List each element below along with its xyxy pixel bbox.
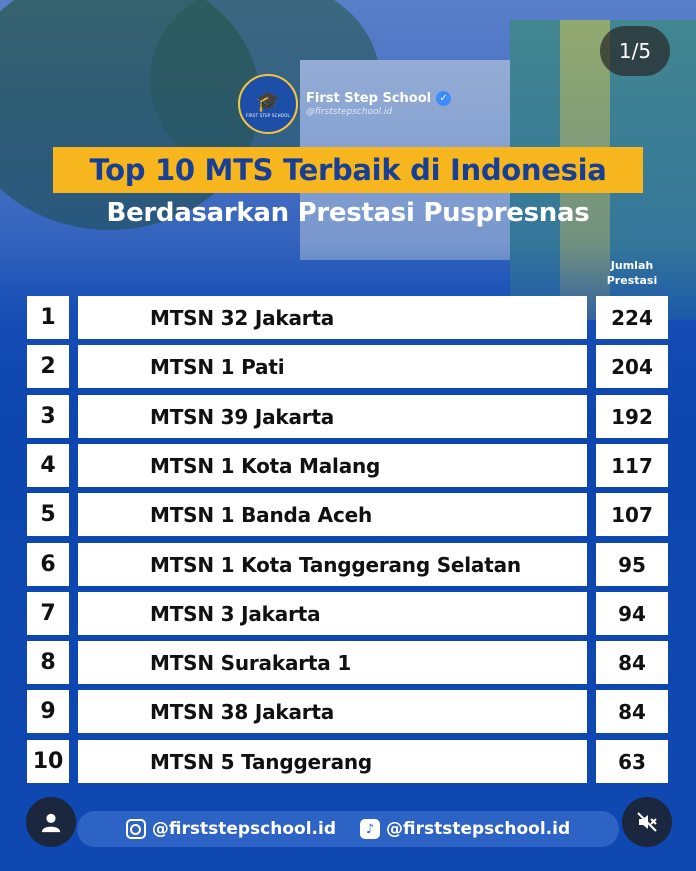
rank-cell: 3 bbox=[27, 395, 69, 438]
school-name: MTSN 5 Tanggerang bbox=[150, 749, 373, 774]
instagram-link[interactable]: @firststepschool.id bbox=[125, 819, 336, 839]
achievement-count-cell: 117 bbox=[596, 444, 668, 487]
column-header-line-1: Jumlah bbox=[610, 259, 654, 272]
title-banner: Top 10 MTS Terbaik di Indonesia bbox=[53, 147, 643, 193]
school-name: MTSN 1 Banda Aceh bbox=[150, 502, 373, 527]
school-name: MTSN 1 Kota Tanggerang Selatan bbox=[150, 552, 521, 577]
profile-button[interactable] bbox=[26, 797, 76, 847]
page-title: Top 10 MTS Terbaik di Indonesia bbox=[89, 153, 607, 187]
instagram-handle: @firststepschool.id bbox=[151, 819, 336, 839]
school-name: MTSN 3 Jakarta bbox=[150, 601, 321, 626]
rank-number: 9 bbox=[40, 699, 56, 724]
brand-handle: @firststepschool.id bbox=[306, 107, 393, 117]
tiktok-handle: @firststepschool.id bbox=[386, 819, 571, 839]
table-row: 9 MTSN 38 Jakarta 84 bbox=[27, 690, 668, 733]
page-subtitle: Berdasarkan Prestasi Puspresnas bbox=[106, 198, 590, 228]
achievement-count: 84 bbox=[618, 650, 646, 675]
achievement-count: 224 bbox=[611, 305, 653, 330]
rank-number: 5 bbox=[40, 502, 56, 527]
achievement-count: 117 bbox=[611, 453, 653, 478]
achievement-count-cell: 84 bbox=[596, 641, 668, 684]
achievement-count-cell: 63 bbox=[596, 740, 668, 783]
table-row: 2 MTSN 1 Pati 204 bbox=[27, 345, 668, 388]
achievement-count: 63 bbox=[618, 749, 646, 774]
tiktok-link[interactable]: ♪ @firststepschool.id bbox=[360, 819, 570, 839]
achievement-count-cell: 107 bbox=[596, 493, 668, 536]
rank-cell: 6 bbox=[27, 543, 69, 586]
achievement-count-cell: 94 bbox=[596, 592, 668, 635]
mute-icon bbox=[637, 812, 657, 832]
slide-counter: 1/5 bbox=[600, 26, 670, 76]
table-row: 10 MTSN 5 Tanggerang 63 bbox=[27, 740, 668, 783]
table-row: 7 MTSN 3 Jakarta 94 bbox=[27, 592, 668, 635]
column-header: Jumlah Prestasi bbox=[596, 258, 668, 288]
school-name-cell: MTSN 39 Jakarta bbox=[78, 395, 587, 438]
rank-cell: 2 bbox=[27, 345, 69, 388]
logo-text: FIRST STEP SCHOOL bbox=[246, 112, 290, 118]
achievement-count-cell: 192 bbox=[596, 395, 668, 438]
achievement-count: 107 bbox=[611, 502, 653, 527]
mute-button[interactable] bbox=[622, 797, 672, 847]
achievement-count-cell: 224 bbox=[596, 296, 668, 339]
tiktok-icon: ♪ bbox=[360, 819, 380, 839]
table-row: 6 MTSN 1 Kota Tanggerang Selatan 95 bbox=[27, 543, 668, 586]
school-name: MTSN Surakarta 1 bbox=[150, 650, 352, 675]
achievement-count: 84 bbox=[618, 699, 646, 724]
table-row: 4 MTSN 1 Kota Malang 117 bbox=[27, 444, 668, 487]
school-name-cell: MTSN 1 Pati bbox=[78, 345, 587, 388]
rank-cell: 8 bbox=[27, 641, 69, 684]
rank-number: 2 bbox=[40, 354, 56, 379]
verified-badge-icon: ✓ bbox=[436, 91, 452, 106]
table-row: 1 MTSN 32 Jakarta 224 bbox=[27, 296, 668, 339]
school-name: MTSN 1 Pati bbox=[150, 354, 285, 379]
school-name-cell: MTSN 5 Tanggerang bbox=[78, 740, 587, 783]
achievement-count-cell: 95 bbox=[596, 543, 668, 586]
achievement-count: 204 bbox=[611, 354, 653, 379]
rank-cell: 1 bbox=[27, 296, 69, 339]
rank-number: 3 bbox=[40, 404, 56, 429]
achievement-count-cell: 84 bbox=[596, 690, 668, 733]
school-name-cell: MTSN 32 Jakarta bbox=[78, 296, 587, 339]
school-name-cell: MTSN 3 Jakarta bbox=[78, 592, 587, 635]
brand[interactable]: 🎓 FIRST STEP SCHOOL First Step School ✓ … bbox=[238, 74, 452, 134]
rank-number: 6 bbox=[40, 552, 56, 577]
school-name-cell: MTSN 1 Kota Tanggerang Selatan bbox=[78, 543, 587, 586]
achievement-count: 95 bbox=[618, 552, 646, 577]
table-row: 3 MTSN 39 Jakarta 192 bbox=[27, 395, 668, 438]
rank-cell: 10 bbox=[27, 740, 69, 783]
column-header-line-2: Prestasi bbox=[606, 274, 658, 287]
footer-social-bar: @firststepschool.id ♪ @firststepschool.i… bbox=[77, 811, 619, 847]
rank-cell: 9 bbox=[27, 690, 69, 733]
rank-number: 7 bbox=[40, 601, 56, 626]
school-logo: 🎓 FIRST STEP SCHOOL bbox=[238, 74, 298, 134]
rank-cell: 5 bbox=[27, 493, 69, 536]
school-name-cell: MTSN 1 Kota Malang bbox=[78, 444, 587, 487]
brand-name: First Step School bbox=[306, 91, 432, 106]
rank-cell: 7 bbox=[27, 592, 69, 635]
achievement-count: 94 bbox=[618, 601, 646, 626]
rank-number: 1 bbox=[40, 305, 56, 330]
rank-number: 10 bbox=[32, 749, 64, 774]
school-name-cell: MTSN Surakarta 1 bbox=[78, 641, 587, 684]
school-name: MTSN 32 Jakarta bbox=[150, 305, 335, 330]
slide-counter-text: 1/5 bbox=[618, 39, 652, 63]
school-name-cell: MTSN 1 Banda Aceh bbox=[78, 493, 587, 536]
achievement-count: 192 bbox=[611, 404, 653, 429]
instagram-icon bbox=[125, 819, 146, 839]
school-name: MTSN 38 Jakarta bbox=[150, 699, 335, 724]
graduation-cap-icon: 🎓 bbox=[255, 88, 281, 113]
rank-cell: 4 bbox=[27, 444, 69, 487]
rank-number: 4 bbox=[40, 453, 56, 478]
school-name: MTSN 1 Kota Malang bbox=[150, 453, 381, 478]
table-row: 5 MTSN 1 Banda Aceh 107 bbox=[27, 493, 668, 536]
school-name: MTSN 39 Jakarta bbox=[150, 404, 335, 429]
table-row: 8 MTSN Surakarta 1 84 bbox=[27, 641, 668, 684]
achievement-count-cell: 204 bbox=[596, 345, 668, 388]
school-name-cell: MTSN 38 Jakarta bbox=[78, 690, 587, 733]
rank-number: 8 bbox=[40, 650, 56, 675]
user-icon bbox=[41, 813, 61, 833]
